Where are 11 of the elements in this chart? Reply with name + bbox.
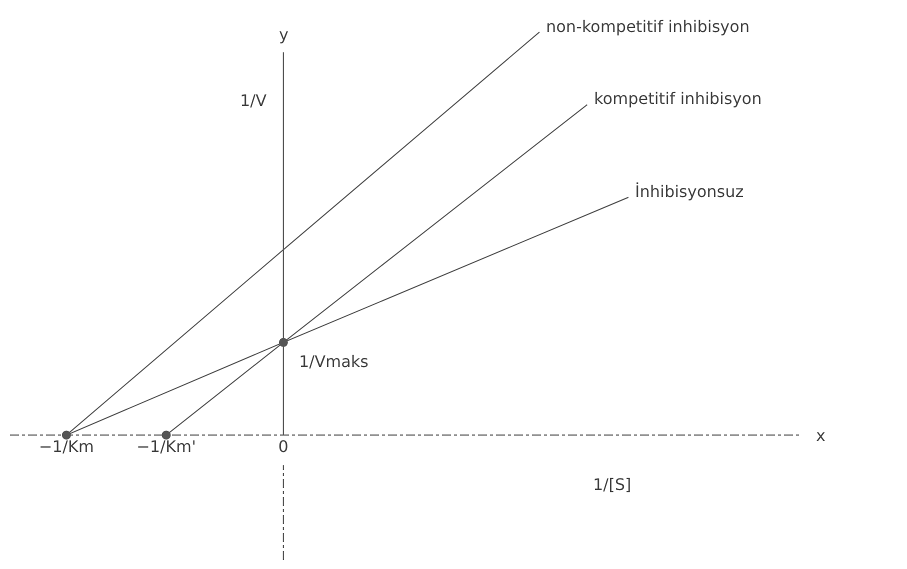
x-tick-label: −1/Km — [38, 437, 94, 456]
x-tick-label: 0 — [278, 437, 288, 456]
series-label: kompetitif inhibisyon — [594, 89, 762, 108]
text: x — [816, 426, 826, 445]
x-tick-label: −1/Km' — [136, 437, 196, 456]
x-axis-title: 1/[S] — [593, 475, 632, 494]
annotation: y — [279, 25, 288, 44]
annotation: 1/Vmaks — [299, 352, 369, 371]
series-label: non-kompetitif inhibisyon — [546, 17, 750, 36]
y-axis-title: 1/V — [240, 91, 267, 110]
series-label: İnhibisyonsuz — [635, 182, 744, 201]
